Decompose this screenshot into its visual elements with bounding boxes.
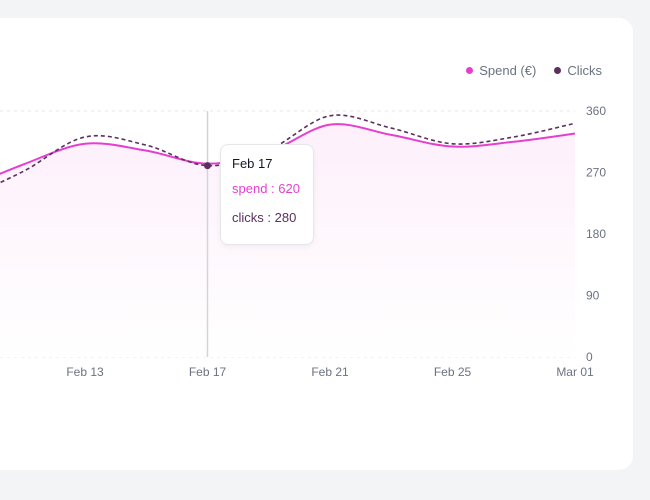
- x-tick-label: Feb 13: [66, 365, 104, 379]
- legend-spend-dot: [466, 67, 474, 74]
- legend-item-spend[interactable]: Spend (€): [466, 63, 536, 78]
- legend-item-clicks[interactable]: Clicks: [554, 63, 602, 78]
- x-tick-label: Feb 17: [189, 365, 227, 379]
- y-tick-label: 0: [586, 350, 593, 364]
- chart-tooltip: Feb 17 spend : 620 clicks : 280: [220, 144, 314, 245]
- chart-legend: Spend (€) Clicks: [466, 63, 602, 78]
- x-tick-label: Feb 21: [311, 365, 349, 379]
- x-tick-label: Feb 25: [434, 365, 472, 379]
- clicks-line[interactable]: [0, 114, 575, 200]
- hover-point-marker: [204, 162, 211, 170]
- x-tick-label: Mar 01: [556, 365, 594, 379]
- legend-clicks-label: Clicks: [567, 63, 602, 78]
- y-tick-label: 360: [586, 104, 606, 118]
- y-tick-label: 180: [586, 227, 606, 241]
- tooltip-clicks-value: clicks : 280: [232, 210, 297, 225]
- y-tick-label: 270: [586, 166, 606, 180]
- tooltip-spend-value: spend : 620: [232, 181, 300, 196]
- y-tick-label: 90: [586, 289, 600, 303]
- legend-spend-label: Spend (€): [479, 63, 537, 78]
- legend-clicks-dot: [554, 67, 562, 74]
- tooltip-title: Feb 17: [232, 156, 273, 171]
